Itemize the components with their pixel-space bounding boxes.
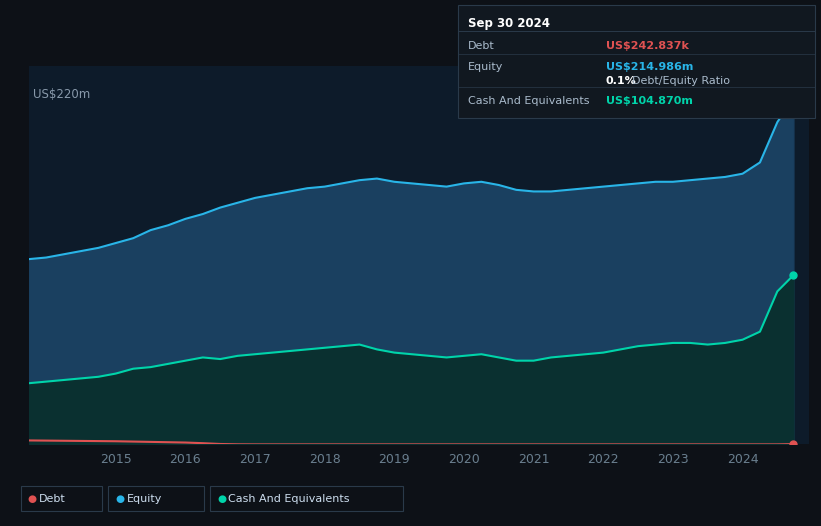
Text: US$0: US$0 (33, 416, 63, 429)
Text: ●: ● (218, 493, 227, 504)
Text: Debt: Debt (39, 493, 66, 504)
Text: Debt: Debt (468, 41, 495, 51)
Text: Debt/Equity Ratio: Debt/Equity Ratio (632, 76, 730, 86)
Text: Sep 30 2024: Sep 30 2024 (468, 17, 550, 30)
Text: US$214.986m: US$214.986m (606, 62, 693, 72)
Text: Equity: Equity (126, 493, 162, 504)
Text: Cash And Equivalents: Cash And Equivalents (228, 493, 350, 504)
Text: Equity: Equity (468, 62, 503, 72)
Text: US$104.870m: US$104.870m (606, 96, 693, 106)
Text: 0.1%: 0.1% (606, 76, 636, 86)
Text: US$242.837k: US$242.837k (606, 41, 689, 51)
Text: ●: ● (116, 493, 125, 504)
Text: ●: ● (28, 493, 37, 504)
Text: Cash And Equivalents: Cash And Equivalents (468, 96, 589, 106)
Text: US$220m: US$220m (33, 88, 89, 102)
